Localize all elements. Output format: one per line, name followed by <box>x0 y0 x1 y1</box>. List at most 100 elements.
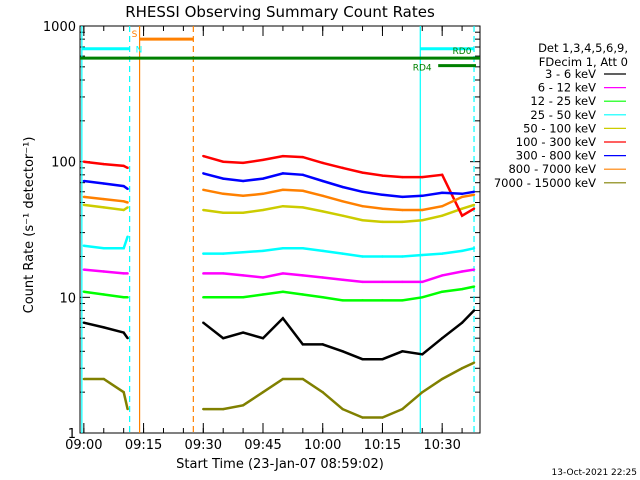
series-point-8 <box>361 416 364 419</box>
series-point-1 <box>421 280 424 284</box>
series-line-0-segment-1 <box>202 309 475 361</box>
series-point-5 <box>460 214 464 217</box>
series-point-4 <box>401 220 404 224</box>
series-point-8 <box>421 390 424 394</box>
series-point-2 <box>460 287 464 291</box>
series-point-1 <box>241 274 245 277</box>
series-point-2 <box>126 296 129 299</box>
series-point-7 <box>126 201 129 204</box>
series-point-8 <box>82 377 86 381</box>
series-point-4 <box>241 211 245 214</box>
plot-timestamp: 13-Oct-2021 22:25 <box>552 468 637 478</box>
series-point-4 <box>221 211 225 214</box>
series-point-1 <box>82 268 86 271</box>
series-point-3 <box>341 252 344 255</box>
series-point-4 <box>122 208 125 212</box>
series-point-3 <box>102 247 105 250</box>
series-point-6 <box>261 177 265 180</box>
series-point-2 <box>281 290 285 293</box>
series-point-1 <box>281 272 285 275</box>
series-line-6-segment-0 <box>83 179 129 190</box>
series-point-7 <box>460 195 464 199</box>
series-point-4 <box>126 206 129 209</box>
series-point-6 <box>126 187 129 191</box>
y-tick-label: 1 <box>68 427 76 442</box>
series-point-1 <box>122 272 125 275</box>
series-point-6 <box>82 179 86 183</box>
series-point-3 <box>122 247 125 250</box>
x-tick-label: 10:15 <box>364 438 401 453</box>
series-point-5 <box>401 175 404 179</box>
series-point-4 <box>460 207 464 210</box>
series-point-0 <box>341 350 344 353</box>
series-point-7 <box>472 193 476 196</box>
series-point-3 <box>281 247 285 250</box>
series-point-8 <box>202 407 205 411</box>
series-point-5 <box>472 207 476 210</box>
series-point-6 <box>241 179 245 183</box>
series-point-5 <box>102 162 105 166</box>
series-line-3-segment-0 <box>83 236 129 250</box>
series-point-5 <box>381 174 384 177</box>
series-point-7 <box>341 200 344 203</box>
series-point-7 <box>361 204 364 208</box>
series-point-4 <box>341 214 344 217</box>
series-line-5-segment-0 <box>83 160 129 170</box>
series-point-3 <box>381 255 384 258</box>
series-point-5 <box>202 154 205 158</box>
series-point-0 <box>301 343 305 346</box>
series-point-7 <box>301 189 305 192</box>
series-point-6 <box>202 172 205 175</box>
series-point-4 <box>82 203 86 207</box>
series-point-3 <box>301 247 305 250</box>
legend-header-decimation: FDecim 1, Att 0 <box>539 55 628 69</box>
series-point-2 <box>341 299 344 302</box>
series-point-3 <box>460 249 464 253</box>
series-line-2-segment-1 <box>203 285 475 302</box>
chart-title: RHESSI Observing Summary Count Rates <box>125 3 435 21</box>
series-point-3 <box>421 253 424 257</box>
series-point-5 <box>421 175 424 179</box>
series-point-0 <box>421 353 424 356</box>
series-point-5 <box>440 173 444 177</box>
series-point-0 <box>472 309 476 312</box>
series-point-2 <box>261 293 265 296</box>
series-point-8 <box>122 390 125 394</box>
x-tick-label: 09:30 <box>185 438 222 453</box>
series-point-7 <box>281 188 285 192</box>
series-point-3 <box>361 255 364 258</box>
series-point-2 <box>301 293 305 296</box>
series-point-8 <box>472 361 476 364</box>
series-point-6 <box>221 177 225 180</box>
series-point-6 <box>361 190 364 193</box>
series-point-8 <box>460 367 464 370</box>
series-point-0 <box>321 343 324 346</box>
series-point-2 <box>102 293 105 296</box>
series-point-5 <box>301 155 305 159</box>
series-point-8 <box>102 377 105 381</box>
series-point-8 <box>126 407 129 411</box>
series-point-7 <box>122 200 125 203</box>
series-point-4 <box>261 208 265 212</box>
series-point-8 <box>381 416 384 419</box>
series-point-5 <box>261 158 265 162</box>
series-point-7 <box>261 192 265 195</box>
series-point-6 <box>381 193 384 196</box>
series-line-7-segment-0 <box>83 195 128 204</box>
series-point-2 <box>82 290 86 293</box>
series-point-4 <box>102 206 105 209</box>
series-point-2 <box>421 296 424 299</box>
series-line-1-segment-0 <box>83 268 128 275</box>
series-point-4 <box>361 219 364 222</box>
series-point-1 <box>440 274 444 277</box>
series-point-3 <box>261 249 265 253</box>
x-axis-label: Start Time (23-Jan-07 08:59:02) <box>176 457 384 472</box>
legend-label-1: 6 - 12 keV <box>538 81 596 95</box>
y-axis-label: Count Rate (s⁻¹ detector⁻¹) <box>22 137 37 314</box>
series-point-6 <box>421 194 424 198</box>
series-point-7 <box>321 194 324 198</box>
series-point-2 <box>381 299 384 302</box>
series-point-0 <box>440 336 444 340</box>
series-point-7 <box>440 204 444 208</box>
